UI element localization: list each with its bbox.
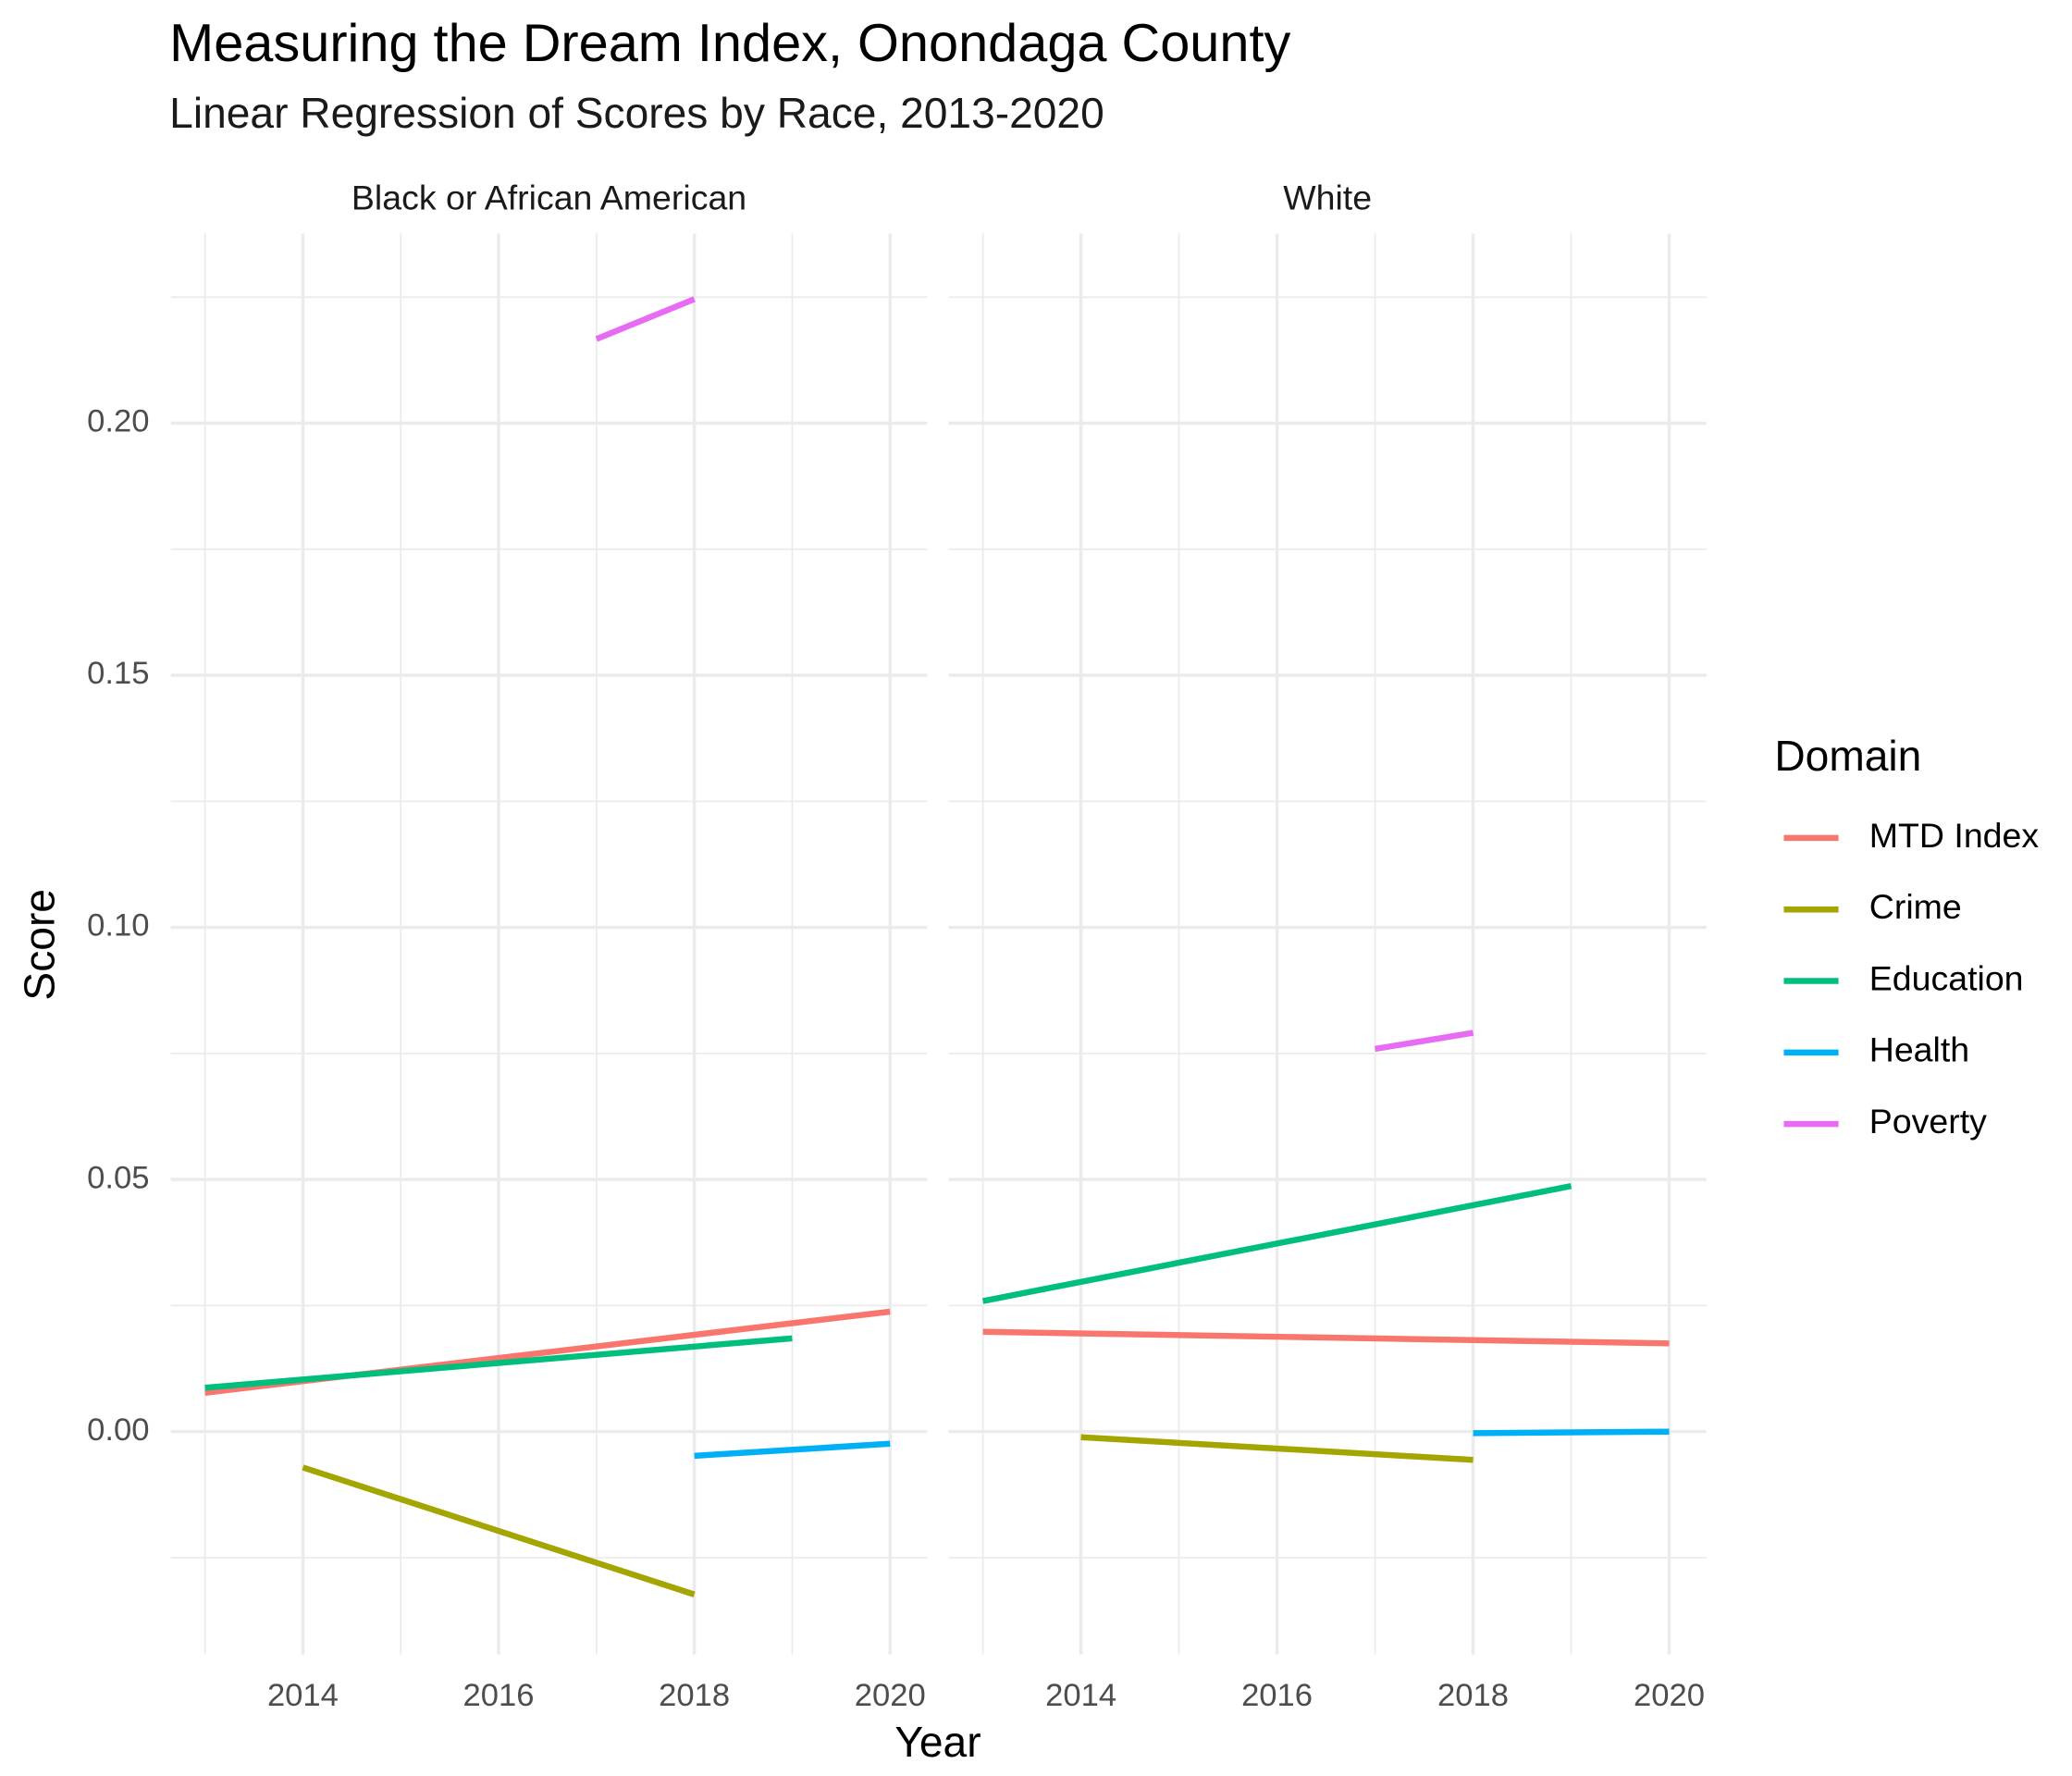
facet-title: White — [1283, 178, 1372, 216]
chart-title: Measuring the Dream Index, Onondaga Coun… — [169, 14, 1290, 73]
legend-label: Health — [1869, 1030, 1969, 1069]
x-tick-label: 2018 — [1437, 1678, 1509, 1713]
regression-line — [204, 1335, 793, 1391]
y-tick-label: 0.20 — [87, 404, 149, 439]
regression-line — [1375, 1030, 1474, 1053]
legend-label: Poverty — [1869, 1102, 1987, 1141]
legend-label: Education — [1869, 958, 2024, 997]
regression-line — [694, 1440, 891, 1460]
x-axis-title: Year — [894, 1718, 980, 1766]
regression-line — [1080, 1434, 1474, 1463]
y-tick-label: 0.10 — [87, 908, 149, 944]
legend-label: Crime — [1869, 887, 1962, 926]
legend-label: MTD Index — [1869, 816, 2040, 855]
x-tick-label: 2014 — [267, 1678, 339, 1713]
x-tick-label: 2014 — [1045, 1678, 1116, 1713]
regression-line — [595, 296, 696, 342]
regression-line — [1473, 1428, 1670, 1437]
x-tick-label: 2018 — [659, 1678, 730, 1713]
regression-line — [982, 1328, 1670, 1347]
x-tick-label: 2020 — [855, 1678, 926, 1713]
x-tick-label: 2016 — [463, 1678, 535, 1713]
chart-subtitle: Linear Regression of Scores by Race, 201… — [169, 89, 1104, 137]
y-tick-label: 0.05 — [87, 1160, 149, 1195]
regression-line — [981, 1183, 1572, 1304]
regression-line — [302, 1464, 696, 1597]
x-tick-label: 2020 — [1634, 1678, 1705, 1713]
legend-title: Domain — [1774, 732, 1921, 780]
x-tick-label: 2016 — [1241, 1678, 1313, 1713]
y-tick-label: 0.15 — [87, 656, 149, 691]
facet-title: Black or African American — [352, 178, 746, 216]
y-axis-title: Score — [15, 889, 63, 1001]
y-tick-label: 0.00 — [87, 1412, 149, 1448]
